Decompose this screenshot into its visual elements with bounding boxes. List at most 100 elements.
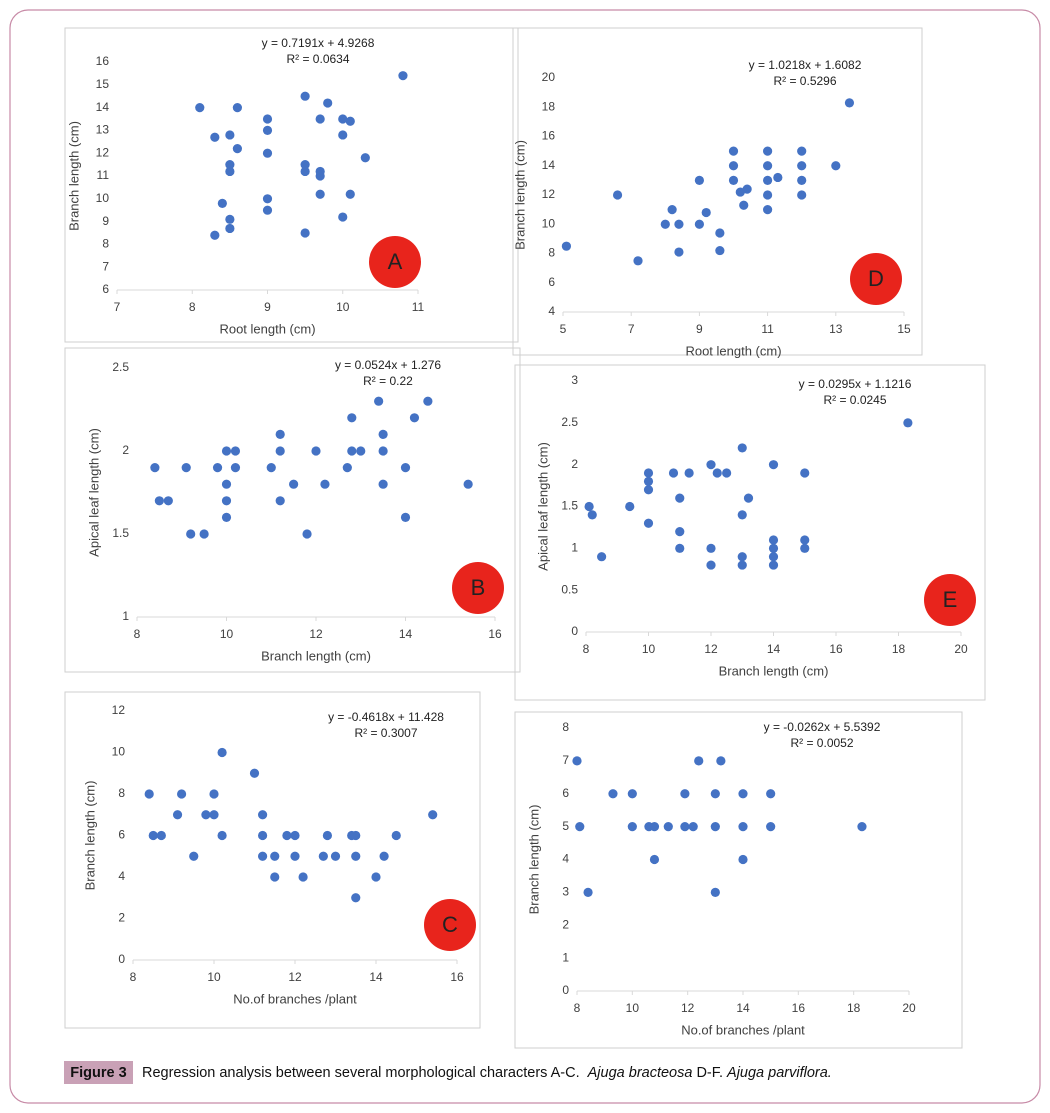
point [710, 822, 720, 832]
y-tick-label: 2 [118, 911, 125, 925]
point [225, 214, 235, 224]
equation: R² = 0.0052 [790, 736, 853, 750]
x-tick-label: 12 [309, 627, 323, 641]
point [710, 789, 720, 799]
y-tick-label: 2 [562, 917, 569, 931]
x-tick-label: 8 [134, 627, 141, 641]
point [322, 830, 332, 841]
point [572, 756, 582, 766]
y-tick-label: 2.5 [561, 415, 578, 429]
x-tick-label: 10 [336, 300, 350, 314]
point [378, 446, 388, 456]
equation: y = 0.0524x + 1.276 [335, 358, 441, 372]
y-tick-label: 16 [542, 129, 556, 143]
point [347, 446, 357, 456]
point [298, 872, 308, 882]
point [768, 560, 779, 570]
y-tick-label: 14 [542, 158, 556, 172]
y-tick-label: 2 [122, 443, 129, 457]
point [221, 496, 232, 506]
panel-frame [512, 27, 923, 356]
point [266, 463, 276, 473]
x-tick-label: 8 [583, 642, 590, 656]
point [643, 468, 654, 478]
x-tick-label: 7 [114, 300, 121, 314]
point [768, 552, 779, 562]
y-tick-label: 10 [112, 745, 126, 759]
point [351, 893, 361, 903]
point [330, 851, 341, 861]
point [668, 468, 679, 478]
y-tick-label: 16 [96, 54, 110, 68]
point [583, 887, 593, 897]
point [680, 789, 690, 799]
x-tick-label: 11 [761, 322, 774, 336]
point [201, 810, 211, 820]
y-tick-label: 3 [562, 885, 569, 899]
y-axis-title: Branch length (cm) [82, 781, 97, 891]
point [262, 114, 273, 124]
point [715, 245, 725, 256]
point [258, 810, 268, 820]
y-tick-label: 0.5 [561, 582, 578, 596]
panel-badge [369, 236, 421, 288]
equation: y = 1.0218x + 1.6082 [749, 58, 862, 72]
caption-tag [64, 1061, 133, 1084]
point [773, 172, 783, 183]
point [763, 161, 773, 171]
point [797, 161, 807, 171]
point [195, 103, 205, 113]
x-tick-label: 7 [628, 322, 635, 336]
y-tick-label: 20 [542, 70, 556, 84]
x-tick-label: 10 [626, 1001, 640, 1015]
point [275, 446, 285, 456]
y-tick-label: 11 [97, 168, 110, 182]
panel-badge [924, 574, 976, 626]
y-tick-label: 10 [542, 216, 556, 230]
y-tick-label: 1.5 [112, 526, 129, 540]
point [221, 446, 232, 456]
caption-text-2: D-F. [696, 1065, 723, 1081]
point [728, 146, 739, 156]
point [290, 830, 300, 841]
point [311, 446, 321, 456]
point [338, 212, 348, 222]
point [737, 552, 747, 562]
point [315, 114, 325, 124]
point [230, 446, 241, 456]
y-tick-label: 8 [102, 237, 109, 251]
point [338, 114, 348, 124]
equation: y = -0.4618x + 11.428 [328, 710, 444, 724]
point [694, 756, 704, 766]
y-tick-label: 18 [542, 99, 556, 113]
point [612, 190, 623, 200]
y-axis-title: Branch length (cm) [526, 805, 541, 915]
panel-frame [514, 364, 986, 701]
point [831, 161, 841, 171]
point [379, 851, 389, 861]
point [225, 223, 235, 234]
point [608, 789, 618, 799]
x-tick-label: 8 [189, 300, 196, 314]
y-tick-label: 15 [96, 77, 110, 91]
point [351, 851, 361, 861]
point [249, 768, 260, 778]
y-tick-label: 5 [562, 819, 569, 833]
panel-label: E [943, 587, 958, 612]
equation: y = 0.7191x + 4.9268 [262, 36, 375, 50]
point [282, 830, 292, 841]
point [712, 468, 722, 478]
y-tick-label: 2 [571, 457, 578, 471]
panel-frame [64, 691, 481, 1029]
panel-badge [850, 253, 902, 305]
point [561, 241, 572, 251]
x-tick-label: 18 [892, 642, 906, 656]
point [675, 493, 685, 503]
x-tick-label: 11 [412, 300, 425, 314]
point [262, 125, 273, 135]
y-tick-label: 6 [548, 275, 555, 289]
panel-label: A [388, 249, 403, 274]
point [688, 822, 698, 832]
point [738, 789, 748, 799]
